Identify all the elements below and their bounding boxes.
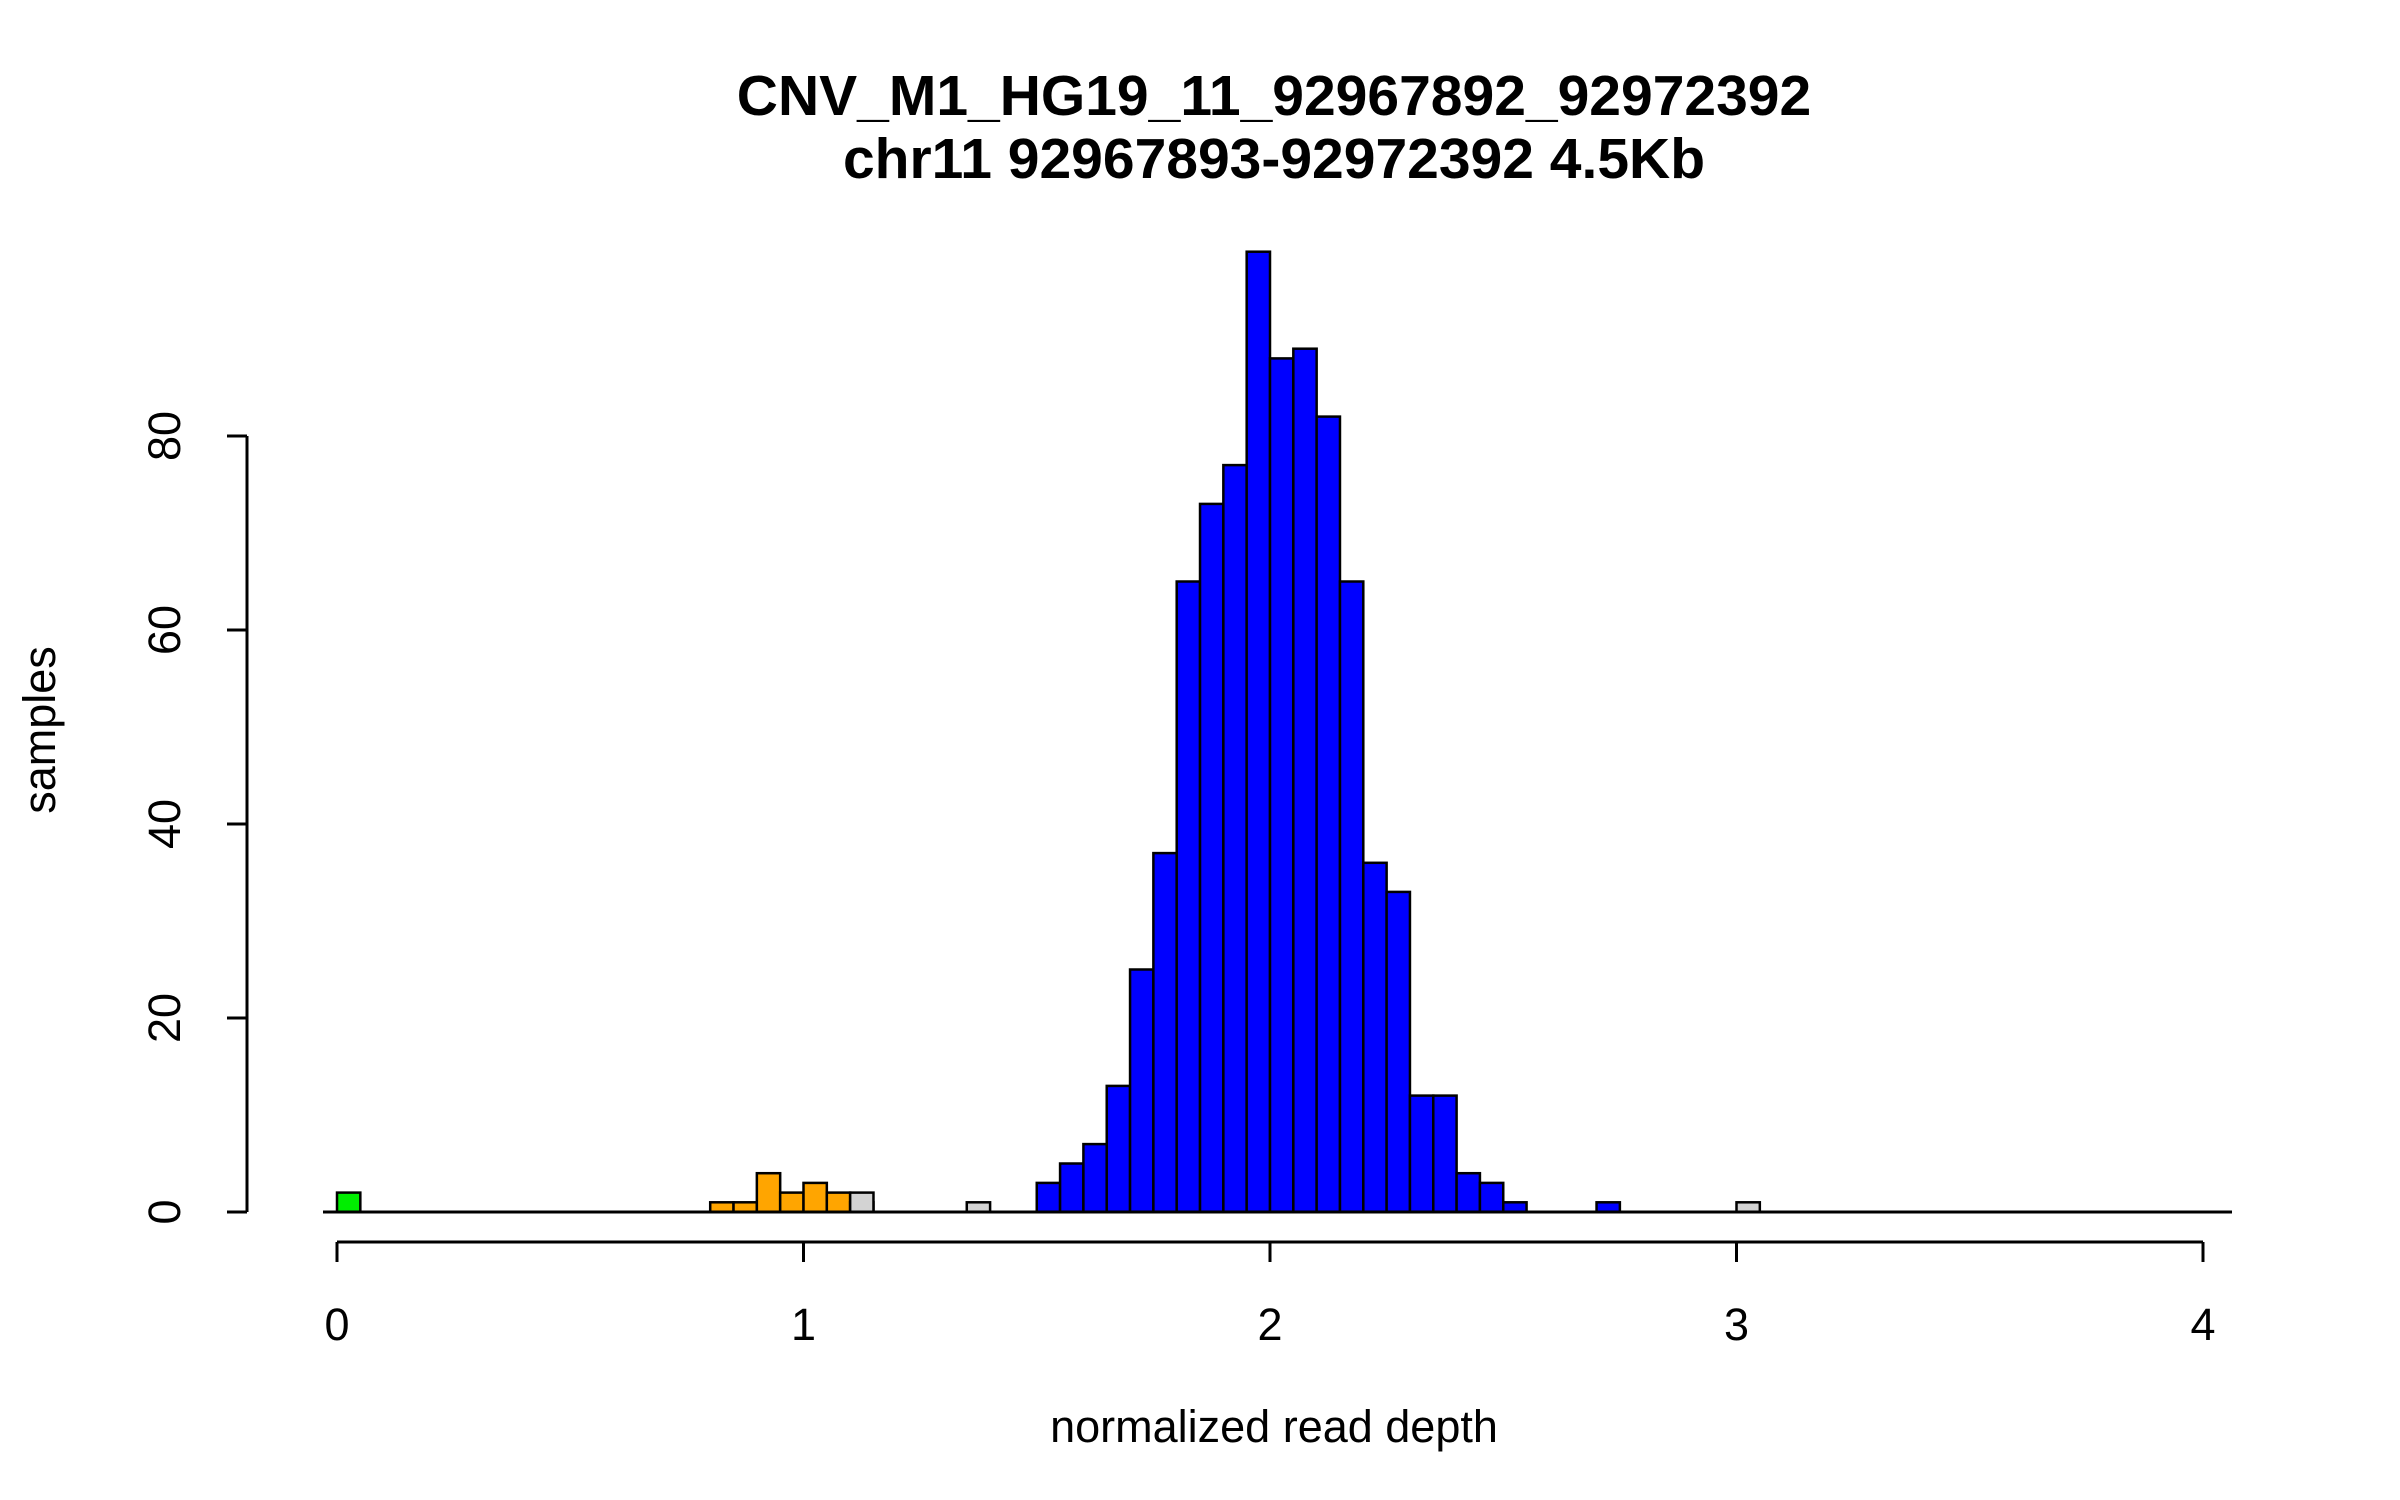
histogram-bar <box>755 1171 782 1214</box>
histogram-bar <box>1198 502 1225 1214</box>
histogram-bar <box>848 1191 875 1214</box>
histogram-bar <box>1432 1094 1458 1214</box>
histogram-bar <box>1082 1142 1108 1214</box>
x-tick-label: 4 <box>2190 1299 2215 1350</box>
histogram-bar <box>1338 580 1365 1214</box>
histogram-bar <box>778 1191 805 1214</box>
histogram-bar <box>1105 1084 1132 1214</box>
y-tick-label: 40 <box>139 799 190 849</box>
histogram-bar <box>1175 580 1202 1214</box>
x-tick-label: 0 <box>324 1299 349 1350</box>
histogram-bar <box>335 1191 362 1214</box>
chart-subtitle: chr11 92967893-92972392 4.5Kb <box>843 127 1705 191</box>
histogram-bars <box>335 250 1762 1214</box>
chart-title: CNV_M1_HG19_11_92967892_92972392 <box>737 64 1811 128</box>
y-tick-label: 80 <box>139 411 190 461</box>
histogram-bar <box>1408 1094 1435 1214</box>
y-tick-label: 20 <box>139 993 190 1043</box>
histogram-bar <box>1478 1181 1505 1214</box>
x-tick-label: 1 <box>791 1299 816 1350</box>
y-tick-label: 0 <box>139 1199 190 1224</box>
x-tick-label: 2 <box>1257 1299 1282 1350</box>
histogram-bar <box>802 1181 829 1214</box>
histogram-bar <box>825 1191 852 1214</box>
x-tick-label: 3 <box>1724 1299 1749 1350</box>
histogram-bar <box>1035 1181 1062 1214</box>
histogram-bar <box>1058 1162 1085 1214</box>
histogram-bar <box>1245 250 1272 1214</box>
histogram-bar <box>1315 415 1342 1214</box>
x-axis-label: normalized read depth <box>1050 1401 1498 1452</box>
histogram-bar <box>1268 357 1295 1214</box>
histogram-bar <box>1128 968 1155 1214</box>
histogram-bar <box>1292 347 1318 1214</box>
y-axis-label: samples <box>14 646 65 814</box>
y-axis: 0 20 40 60 80 <box>139 411 249 1225</box>
histogram-bar <box>1222 463 1248 1214</box>
x-axis: 0 1 2 3 4 <box>324 1240 2216 1350</box>
histogram-bar <box>1152 851 1178 1214</box>
histogram-bar <box>1385 890 1412 1214</box>
y-tick-label: 60 <box>139 605 190 655</box>
histogram-bar <box>1362 861 1388 1214</box>
histogram-bar <box>1455 1171 1482 1214</box>
